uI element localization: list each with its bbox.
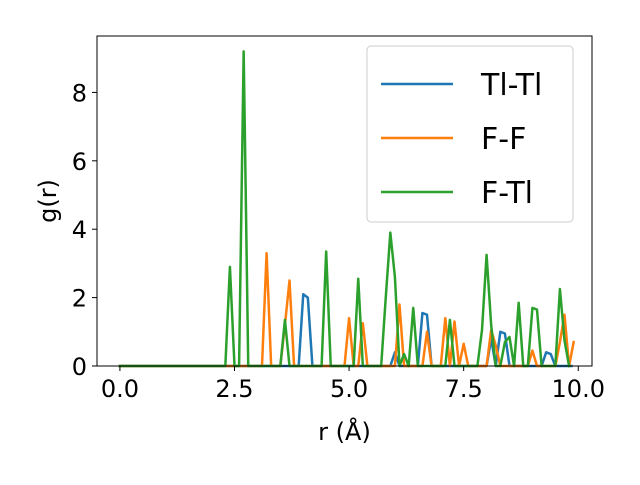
legend-box <box>366 45 574 223</box>
legend-label: F-F <box>481 122 526 157</box>
x-tick-label: 0.0 <box>101 375 139 403</box>
x-tick-label: 10.0 <box>552 375 605 403</box>
legend: Tl-Tl F-F F-Tl <box>366 45 574 223</box>
y-tick-label: 2 <box>72 285 87 313</box>
series-line-f-f <box>118 251 576 368</box>
y-tick-label: 6 <box>72 148 87 176</box>
legend-label: F-Tl <box>481 176 533 211</box>
y-tick-label: 8 <box>72 79 87 107</box>
x-axis-ticks: 0.0 2.5 5.0 7.5 10.0 <box>101 366 605 403</box>
x-axis-label: r (Å) <box>318 417 371 446</box>
y-axis-ticks: 0 2 4 6 8 <box>72 79 97 381</box>
y-tick-label: 0 <box>72 353 87 381</box>
y-tick-label: 4 <box>72 216 87 244</box>
x-tick-label: 7.5 <box>445 375 483 403</box>
x-tick-label: 2.5 <box>215 375 253 403</box>
y-axis-label: g(r) <box>34 179 62 223</box>
legend-label: Tl-Tl <box>480 68 542 103</box>
x-tick-label: 5.0 <box>330 375 368 403</box>
plot-frame <box>96 35 593 367</box>
